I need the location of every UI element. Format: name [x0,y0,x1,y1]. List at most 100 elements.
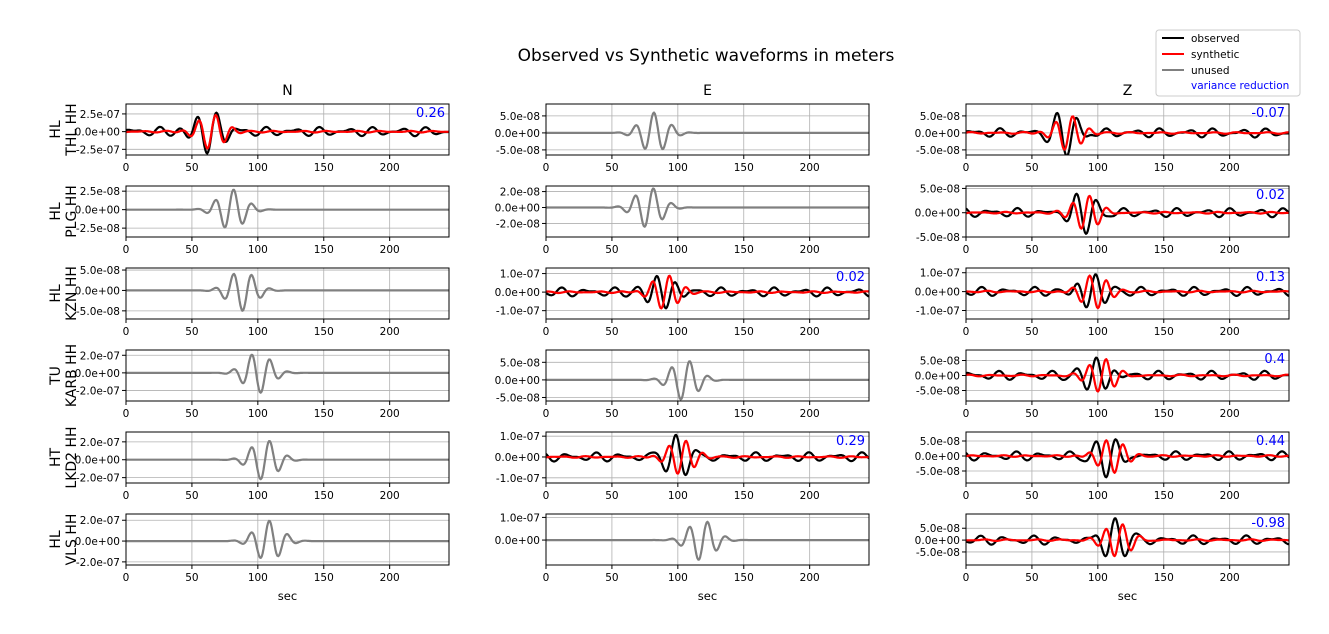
x-tick-label: 0 [963,572,970,584]
y-tick-label: 5.0e-08 [80,265,120,277]
x-tick-label: 100 [1088,162,1108,174]
panel-frame [965,267,1290,320]
x-tick-label: 100 [668,490,688,502]
y-tick-label: 0.0e+00 [915,371,960,383]
trace-group [966,438,1289,479]
x-tick-label: 0 [123,326,130,338]
y-tick-label: -2.0e-07 [76,557,120,569]
x-tick-label: 50 [605,326,618,338]
synthetic-trace [546,439,869,475]
x-tick-label: 100 [248,490,268,502]
trace-group [966,192,1289,235]
station-label: HLVLS HH [48,514,80,566]
waveform-panel: 0 50 100 150 200 2.0e-07 0.0e+00 -2.0e-07 [75,349,450,420]
x-tick-label: 100 [248,162,268,174]
station-label-line: HL [48,284,64,303]
legend-frame [1155,29,1301,97]
station-label: HLKZN HH [48,266,80,321]
observed-trace [546,274,869,310]
variance-reduction-value: 0.02 [1256,188,1285,203]
panel-frame [545,185,870,238]
waveform-panel: 0 50 100 150 200 2.5e-07 0.0e+00 -2.5e-07 0.26 N [75,83,450,174]
panel-frame [125,513,450,566]
x-tick-label: 200 [380,408,400,420]
panel-frame [125,431,450,484]
y-tick-label: -2.5e-07 [76,144,120,156]
y-tick-label: 0.0e+00 [915,451,960,463]
trace-group [546,360,869,401]
x-tick-label: 100 [1088,408,1108,420]
panel-frame [125,349,450,402]
trace-group [966,356,1289,393]
x-tick-label: 150 [734,490,754,502]
unused-trace [546,111,869,151]
station-label-line: HL [48,202,64,221]
x-tick-label: 200 [800,244,820,256]
y-tick-label: 0.0e+00 [915,287,960,299]
x-tick-label: 200 [1220,572,1240,584]
station-label-line: KZN HH [64,266,80,321]
station-label: HLTHL HH [48,103,80,156]
unused-trace [546,520,869,561]
x-tick-label: 100 [668,408,688,420]
x-tick-label: 50 [185,162,198,174]
x-tick-label: 50 [185,490,198,502]
column-title: Z [1123,83,1133,99]
x-tick-label: 0 [123,490,130,502]
y-tick-label: -2.0e-07 [76,473,120,485]
x-tick-label: 0 [123,572,130,584]
station-label-line: TU [48,366,64,386]
y-tick-label: 0.0e+00 [495,452,540,464]
legend-variance-reduction-label: variance reduction [1191,80,1289,92]
trace-group [546,520,869,561]
x-tick-label: 0 [963,162,970,174]
waveform-panel: 0 50 100 150 200 2.5e-08 0.0e+00 -2.5e-08 [75,185,450,256]
x-tick-label: 150 [314,326,334,338]
x-tick-label: 150 [734,572,754,584]
x-tick-label: 50 [185,244,198,256]
x-tick-label: 50 [1025,162,1038,174]
variance-reduction-value: 0.02 [836,270,865,285]
unused-trace [126,519,449,559]
y-tick-label: 0.0e+00 [495,128,540,140]
x-tick-label: 0 [963,326,970,338]
panel-frame [545,349,870,402]
variance-reduction-value: 0.44 [1256,434,1285,449]
x-tick-label: 150 [314,408,334,420]
x-tick-label: 200 [800,162,820,174]
y-tick-label: 2.0e-07 [80,350,120,362]
x-tick-label: 200 [800,326,820,338]
x-tick-label: 0 [123,408,130,420]
y-tick-label: 0.0e+00 [75,368,120,380]
y-tick-label: 0.0e+00 [915,128,960,140]
station-label-line: HT [48,448,64,468]
x-axis-label: sec [278,589,297,603]
station-label-line: LKD2 HH [64,426,80,488]
x-tick-label: 100 [1088,244,1108,256]
y-tick-label: 5.0e-08 [920,436,960,448]
y-tick-label: 0.0e+00 [915,535,960,547]
y-tick-label: 5.0e-08 [500,357,540,369]
synthetic-trace [126,113,449,150]
y-tick-label: 0.0e+00 [75,127,120,139]
waveform-panel: 0 50 100 150 200 2.0e-08 0.0e+00 -2.0e-08 [495,185,870,256]
x-tick-label: 50 [1025,490,1038,502]
x-tick-label: 150 [1154,326,1174,338]
x-tick-label: 150 [734,244,754,256]
x-tick-label: 0 [543,408,550,420]
waveform-panel: 0 50 100 150 200 2.0e-07 0.0e+00 -2.0e-07 sec [75,513,450,603]
x-tick-label: 0 [543,162,550,174]
y-tick-label: 0.0e+00 [75,285,120,297]
station-label-line: THL HH [64,103,80,156]
x-tick-label: 150 [1154,244,1174,256]
x-tick-label: 100 [248,326,268,338]
x-tick-label: 150 [1154,408,1174,420]
waveform-panel: 0 50 100 150 200 2.0e-07 0.0e+00 -2.0e-07 [75,431,450,502]
x-tick-label: 200 [380,572,400,584]
station-label-line: KARB HH [64,344,80,407]
y-tick-label: 1.0e-07 [500,269,540,281]
x-tick-label: 200 [1220,408,1240,420]
x-tick-label: 100 [248,244,268,256]
trace-group [126,353,449,394]
y-tick-label: 5.0e-08 [920,523,960,535]
